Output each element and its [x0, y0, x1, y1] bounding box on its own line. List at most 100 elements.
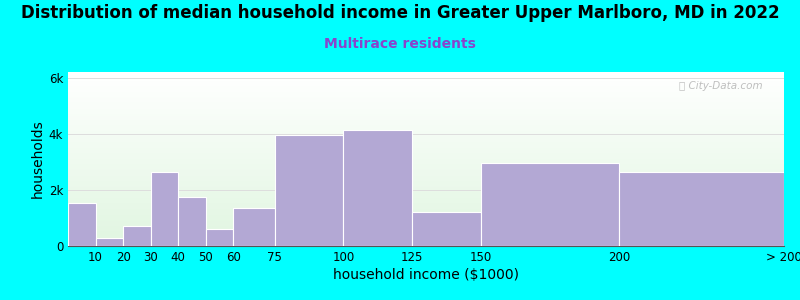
- Bar: [68, 176, 784, 177]
- Bar: [68, 139, 784, 140]
- Bar: [68, 190, 784, 191]
- Bar: [68, 154, 784, 155]
- Bar: [68, 132, 784, 133]
- Bar: [68, 105, 784, 106]
- Bar: [274, 135, 343, 246]
- Bar: [68, 197, 784, 198]
- Bar: [68, 125, 784, 126]
- X-axis label: household income ($1000): household income ($1000): [333, 268, 519, 282]
- Bar: [68, 201, 784, 202]
- Bar: [68, 157, 784, 158]
- Bar: [343, 130, 412, 246]
- Bar: [68, 102, 784, 103]
- Bar: [68, 151, 784, 152]
- Bar: [68, 136, 784, 137]
- Bar: [68, 119, 784, 120]
- Bar: [68, 171, 784, 172]
- Bar: [68, 206, 784, 207]
- Bar: [68, 193, 784, 194]
- Bar: [68, 239, 784, 240]
- Bar: [68, 217, 784, 218]
- Bar: [68, 203, 784, 204]
- Bar: [68, 211, 784, 212]
- Bar: [68, 234, 784, 235]
- Bar: [68, 172, 784, 173]
- Bar: [68, 185, 784, 186]
- Bar: [68, 110, 784, 111]
- Bar: [68, 101, 784, 102]
- Bar: [68, 202, 784, 203]
- Text: Distribution of median household income in Greater Upper Marlboro, MD in 2022: Distribution of median household income …: [21, 4, 779, 22]
- Bar: [68, 235, 784, 236]
- Bar: [68, 152, 784, 153]
- Bar: [68, 231, 784, 232]
- Bar: [68, 194, 784, 195]
- Bar: [68, 233, 784, 234]
- Bar: [68, 124, 784, 125]
- Bar: [68, 178, 784, 179]
- Bar: [68, 170, 784, 171]
- Bar: [68, 115, 784, 116]
- Bar: [68, 174, 784, 175]
- Bar: [68, 138, 784, 139]
- Bar: [68, 135, 784, 136]
- Bar: [68, 189, 784, 190]
- Bar: [68, 227, 784, 228]
- Bar: [68, 225, 784, 226]
- Bar: [68, 184, 784, 185]
- Bar: [68, 182, 784, 183]
- Bar: [68, 87, 784, 88]
- Bar: [68, 107, 784, 108]
- Bar: [68, 183, 784, 184]
- Bar: [68, 243, 784, 244]
- Bar: [68, 127, 784, 128]
- Bar: [68, 111, 784, 112]
- Bar: [68, 153, 784, 154]
- Bar: [68, 74, 784, 75]
- Bar: [68, 186, 784, 187]
- Bar: [68, 142, 784, 143]
- Bar: [68, 106, 784, 107]
- Bar: [68, 237, 784, 238]
- Bar: [68, 78, 784, 79]
- Bar: [68, 91, 784, 92]
- Bar: [68, 149, 784, 150]
- Bar: [68, 96, 784, 97]
- Bar: [68, 163, 784, 164]
- Bar: [68, 86, 784, 87]
- Bar: [68, 219, 784, 220]
- Bar: [68, 192, 784, 193]
- Bar: [68, 204, 784, 205]
- Bar: [68, 82, 784, 83]
- Bar: [68, 181, 784, 182]
- Bar: [68, 98, 784, 99]
- Bar: [178, 197, 206, 246]
- Bar: [68, 113, 784, 114]
- Bar: [68, 89, 784, 90]
- Bar: [68, 160, 784, 161]
- Bar: [68, 104, 784, 105]
- Bar: [68, 143, 784, 144]
- Bar: [68, 169, 784, 170]
- Bar: [68, 208, 784, 209]
- Bar: [150, 172, 178, 246]
- Bar: [68, 95, 784, 96]
- Bar: [68, 212, 784, 213]
- Bar: [68, 146, 784, 147]
- Bar: [68, 167, 784, 168]
- Bar: [68, 202, 784, 203]
- Bar: [68, 123, 784, 124]
- Bar: [68, 200, 784, 201]
- Y-axis label: households: households: [30, 120, 45, 198]
- Bar: [68, 216, 784, 217]
- Bar: [68, 173, 784, 174]
- Bar: [68, 90, 784, 91]
- Bar: [68, 92, 784, 93]
- Bar: [68, 147, 784, 148]
- Bar: [68, 202, 95, 246]
- Bar: [68, 214, 784, 215]
- Bar: [68, 232, 784, 233]
- Bar: [68, 175, 784, 176]
- Bar: [68, 133, 784, 134]
- Bar: [206, 229, 234, 246]
